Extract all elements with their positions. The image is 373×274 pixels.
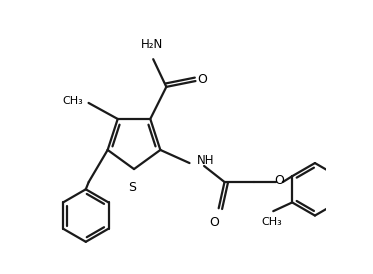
Text: O: O	[197, 73, 207, 86]
Text: O: O	[275, 174, 284, 187]
Text: H₂N: H₂N	[141, 38, 163, 51]
Text: CH₃: CH₃	[261, 217, 282, 227]
Text: S: S	[129, 181, 137, 194]
Text: O: O	[209, 216, 219, 229]
Text: CH₃: CH₃	[63, 96, 83, 107]
Text: NH: NH	[197, 154, 214, 167]
